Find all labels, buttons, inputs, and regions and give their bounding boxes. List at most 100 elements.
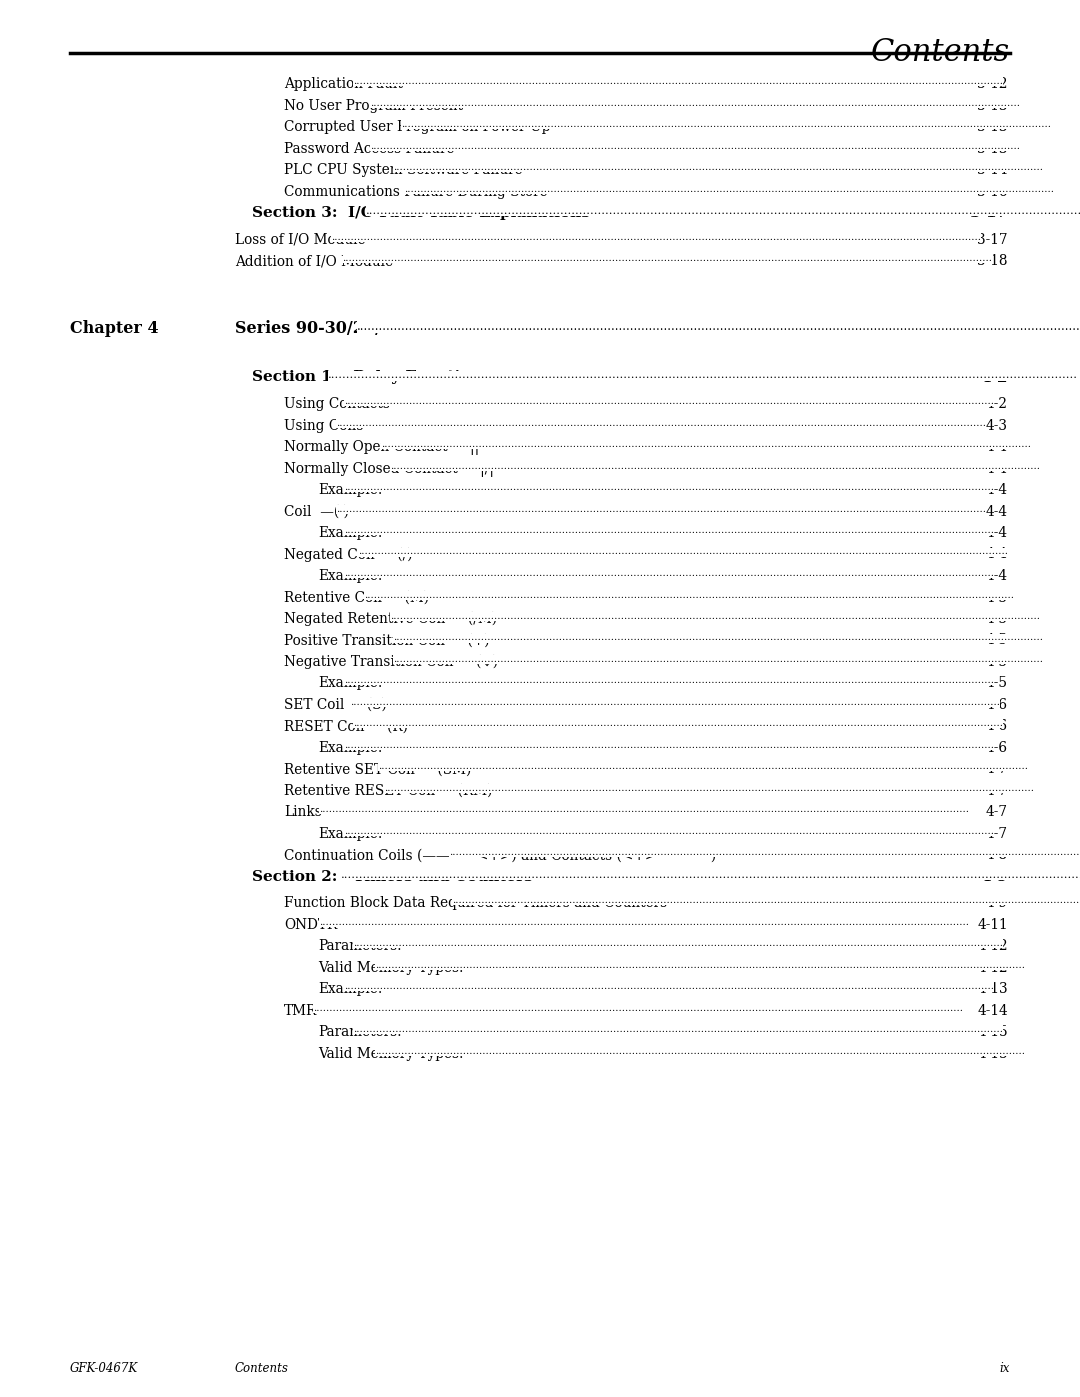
Text: ................................................................................: ........................................… — [328, 370, 1078, 380]
Text: 4-4: 4-4 — [986, 483, 1008, 497]
Text: ................................................................................: ........................................… — [345, 397, 995, 407]
Text: ................................................................................: ........................................… — [345, 569, 995, 578]
Text: ................................................................................: ........................................… — [364, 591, 1014, 599]
Text: Function Block Data Required for Timers and Counters: Function Block Data Required for Timers … — [284, 897, 667, 911]
Text: ................................................................................: ........................................… — [332, 232, 981, 242]
Text: ................................................................................: ........................................… — [345, 676, 995, 686]
Text: Using Coils: Using Coils — [284, 419, 363, 433]
Text: 4-12: 4-12 — [977, 961, 1008, 975]
Text: 4-2: 4-2 — [986, 397, 1008, 411]
Text: ................................................................................: ........................................… — [369, 99, 1020, 108]
Text: 4-4: 4-4 — [986, 461, 1008, 475]
Text: ................................................................................: ........................................… — [393, 633, 1042, 643]
Text: Continuation Coils (————<+>) and Contacts (<+>————): Continuation Coils (————<+>) and Contact… — [284, 848, 716, 862]
Text: Retentive SET Coil  —(SM)—: Retentive SET Coil —(SM)— — [284, 763, 485, 777]
Text: ................................................................................: ........................................… — [345, 527, 995, 535]
Text: 4-14: 4-14 — [977, 1004, 1008, 1018]
Text: 4-6: 4-6 — [986, 698, 1008, 712]
Text: Chapter 4: Chapter 4 — [70, 320, 159, 337]
Text: 3-17: 3-17 — [977, 232, 1008, 246]
Text: 4-2: 4-2 — [981, 370, 1008, 384]
Text: ................................................................................: ........................................… — [336, 419, 986, 427]
Text: Corrupted User Program on Power-Up: Corrupted User Program on Power-Up — [284, 120, 551, 134]
Text: Example:: Example: — [318, 740, 382, 754]
Text: 4-15: 4-15 — [977, 1046, 1008, 1060]
Text: ................................................................................: ........................................… — [376, 1046, 1026, 1056]
Text: ................................................................................: ........................................… — [353, 77, 1003, 87]
Text: Normally Open Contact  —||—: Normally Open Contact —||— — [284, 440, 492, 455]
Text: ................................................................................: ........................................… — [401, 120, 1051, 129]
Text: ................................................................................: ........................................… — [366, 205, 1080, 217]
Text: ................................................................................: ........................................… — [359, 548, 1009, 556]
Text: Retentive RESET Coil  —(RM)—: Retentive RESET Coil —(RM)— — [284, 784, 507, 798]
Text: ................................................................................: ........................................… — [381, 440, 1031, 448]
Text: 4-3: 4-3 — [986, 419, 1008, 433]
Text: 3-17: 3-17 — [970, 205, 1008, 219]
Text: Valid Memory Types:: Valid Memory Types: — [318, 1046, 463, 1060]
Text: Example:: Example: — [318, 827, 382, 841]
Text: ................................................................................: ........................................… — [404, 184, 1054, 194]
Text: 4-15: 4-15 — [977, 1025, 1008, 1039]
Text: ix: ix — [1000, 1362, 1010, 1375]
Text: 4-4: 4-4 — [986, 504, 1008, 518]
Text: ................................................................................: ........................................… — [390, 461, 1040, 471]
Text: ................................................................................: ........................................… — [345, 740, 995, 750]
Text: 4-6: 4-6 — [986, 740, 1008, 754]
Text: Negative Transition Coil  —(↓)—: Negative Transition Coil —(↓)— — [284, 655, 512, 669]
Text: SET Coil  —(S) —: SET Coil —(S) — — [284, 698, 405, 712]
Text: Communications Failure During Store: Communications Failure During Store — [284, 184, 548, 198]
Text: Section 1:   Relay Functions: Section 1: Relay Functions — [252, 370, 490, 384]
Text: 3-16: 3-16 — [977, 184, 1008, 198]
Text: 4-1: 4-1 — [978, 320, 1008, 337]
Text: 4-7: 4-7 — [986, 806, 1008, 820]
Text: 4-5: 4-5 — [986, 591, 1008, 605]
Text: 4-7: 4-7 — [986, 784, 1008, 798]
Text: 4-11: 4-11 — [977, 918, 1008, 932]
Text: Example:: Example: — [318, 569, 382, 583]
Text: 4-12: 4-12 — [977, 940, 1008, 954]
Text: Series 90-30/20/Micro Instructions Set: Series 90-30/20/Micro Instructions Set — [235, 320, 584, 337]
Text: 3-13: 3-13 — [977, 120, 1008, 134]
Text: Example:: Example: — [318, 676, 382, 690]
Text: 4-8: 4-8 — [986, 848, 1008, 862]
Text: 4-7: 4-7 — [986, 763, 1008, 777]
Text: Coil  —( )—: Coil —( )— — [284, 504, 363, 518]
Text: ................................................................................: ........................................… — [356, 320, 1080, 332]
Text: 3-18: 3-18 — [977, 254, 1008, 268]
Text: Example:: Example: — [318, 527, 382, 541]
Text: 3-13: 3-13 — [977, 99, 1008, 113]
Text: Parameters:: Parameters: — [318, 1025, 402, 1039]
Text: 4-4: 4-4 — [986, 569, 1008, 583]
Text: 3-14: 3-14 — [977, 163, 1008, 177]
Text: Valid Memory Types:: Valid Memory Types: — [318, 961, 463, 975]
Text: Contents: Contents — [870, 36, 1010, 68]
Text: ................................................................................: ........................................… — [313, 1004, 963, 1013]
Text: 4-4: 4-4 — [986, 548, 1008, 562]
Text: Section 2:   Timers and Counters: Section 2: Timers and Counters — [252, 870, 532, 884]
Text: RESET Coil  —(R)—: RESET Coil —(R)— — [284, 719, 421, 733]
Text: ................................................................................: ........................................… — [393, 163, 1042, 172]
Text: ................................................................................: ........................................… — [353, 719, 1003, 728]
Text: ................................................................................: ........................................… — [345, 827, 995, 835]
Text: ................................................................................: ........................................… — [376, 961, 1026, 970]
Text: 4-5: 4-5 — [986, 655, 1008, 669]
Text: Example:: Example: — [318, 982, 382, 996]
Text: 4-5: 4-5 — [986, 612, 1008, 626]
Text: Negated Coil  —(/)—: Negated Coil —(/)— — [284, 548, 427, 562]
Text: 4-13: 4-13 — [977, 982, 1008, 996]
Text: Normally Closed Contact  —|/|—: Normally Closed Contact —|/|— — [284, 461, 508, 476]
Text: ................................................................................: ........................................… — [369, 141, 1020, 151]
Text: GFK-0467K: GFK-0467K — [70, 1362, 138, 1375]
Text: ................................................................................: ........................................… — [384, 784, 1034, 793]
Text: ................................................................................: ........................................… — [353, 1025, 1002, 1035]
Text: ................................................................................: ........................................… — [345, 483, 995, 492]
Text: Contents: Contents — [235, 1362, 288, 1375]
Text: ................................................................................: ........................................… — [453, 897, 1080, 905]
Text: No User Program Present: No User Program Present — [284, 99, 463, 113]
Text: 4-9: 4-9 — [986, 897, 1008, 911]
Text: 3-12: 3-12 — [977, 77, 1008, 91]
Text: Section 3:  I/O Fault Table Explanations: Section 3: I/O Fault Table Explanations — [252, 205, 590, 219]
Text: 4-9: 4-9 — [981, 870, 1008, 884]
Text: Parameters:: Parameters: — [318, 940, 402, 954]
Text: 4-4: 4-4 — [986, 440, 1008, 454]
